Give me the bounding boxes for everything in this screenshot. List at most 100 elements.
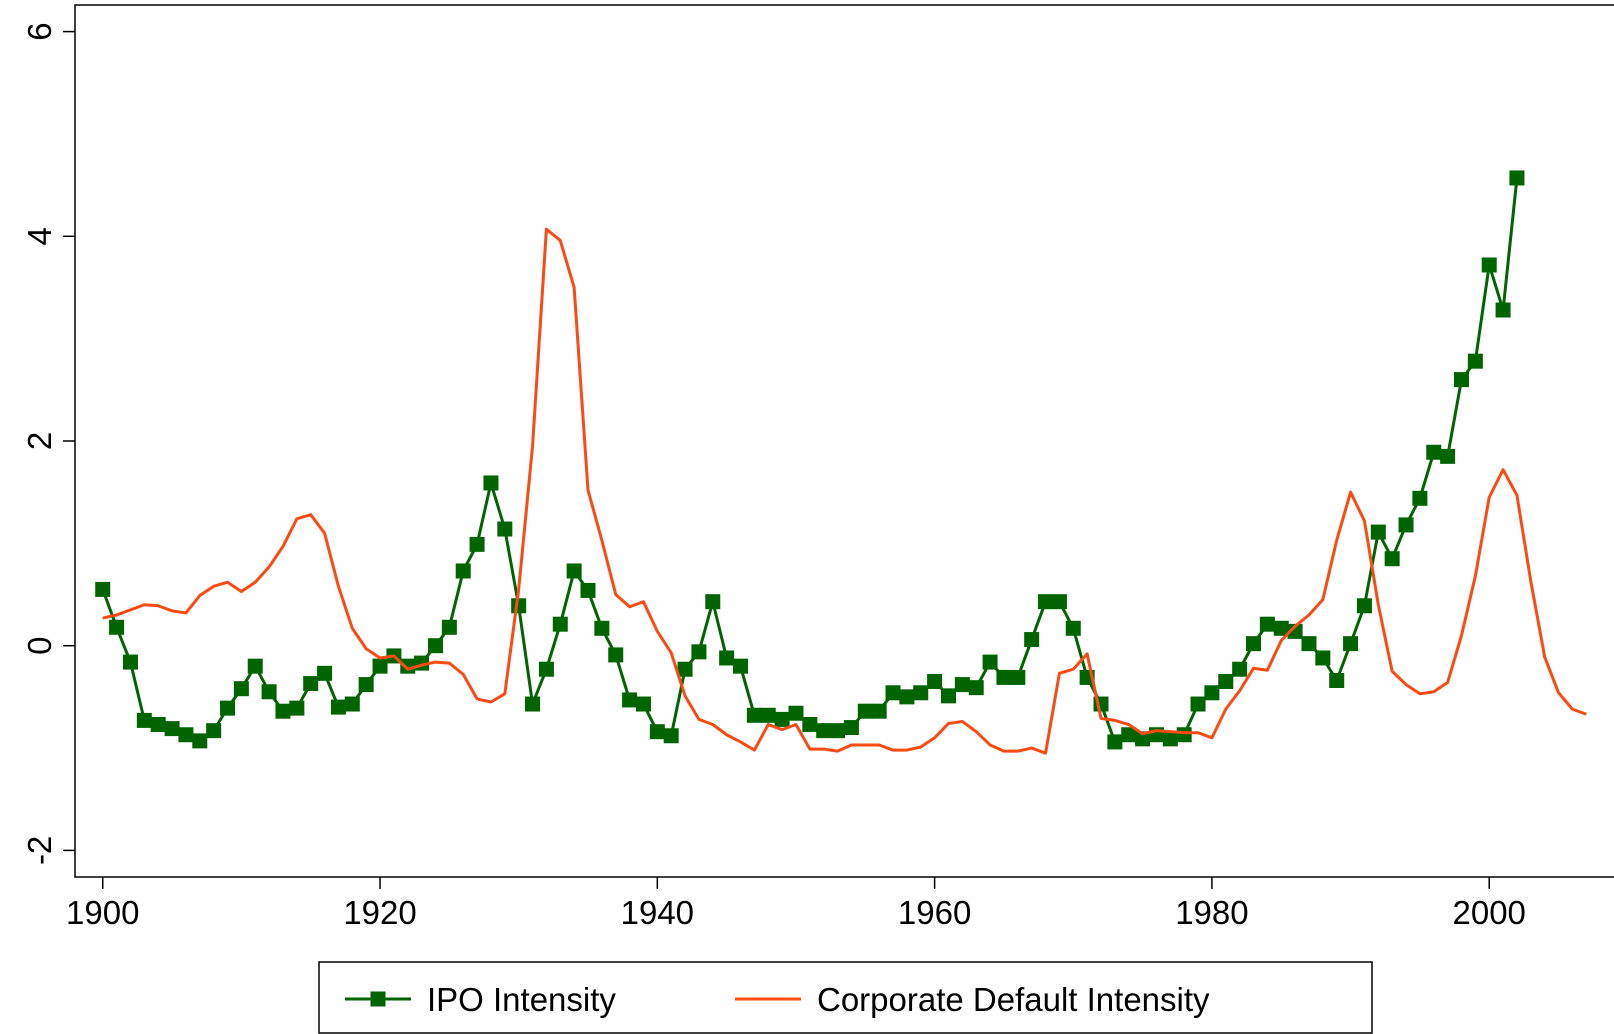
point-marker — [1370, 524, 1386, 540]
point-marker — [1135, 731, 1151, 747]
point-marker — [1495, 302, 1511, 318]
point-marker — [497, 521, 513, 537]
series-line — [101, 177, 1519, 744]
point-marker — [525, 696, 541, 712]
legend: IPO Intensity Corporate Default Intensity — [318, 961, 1373, 1034]
point-marker — [552, 616, 568, 632]
point-marker — [940, 688, 956, 704]
point-marker — [1315, 650, 1331, 666]
point-marker — [982, 654, 998, 670]
x-tick-label: 1920 — [343, 894, 416, 931]
x-tick-label: 1900 — [66, 894, 139, 931]
point-marker — [663, 728, 679, 744]
point-marker — [760, 707, 776, 723]
point-marker — [705, 594, 721, 610]
point-marker — [233, 681, 249, 697]
point-marker — [927, 674, 943, 690]
point-marker — [164, 721, 180, 737]
point-marker — [1509, 170, 1525, 186]
point-marker — [1273, 620, 1289, 636]
point-marker — [1218, 674, 1234, 690]
point-marker — [1398, 517, 1414, 533]
point-marker — [788, 705, 804, 721]
point-marker — [1440, 448, 1456, 464]
point-marker — [580, 582, 596, 598]
point-marker — [400, 658, 416, 674]
point-marker — [427, 638, 443, 654]
point-marker — [913, 685, 929, 701]
point-marker — [733, 658, 749, 674]
point-marker — [1190, 696, 1206, 712]
point-marker — [802, 717, 818, 733]
point-marker — [358, 677, 374, 693]
point-marker — [1426, 444, 1442, 460]
point-marker — [1051, 594, 1067, 610]
point-marker — [622, 692, 638, 708]
point-marker — [830, 723, 846, 739]
point-marker — [483, 475, 499, 491]
point-marker — [317, 665, 333, 681]
point-marker — [261, 684, 277, 700]
point-marker — [275, 703, 291, 719]
point-marker — [1356, 598, 1372, 614]
legend-label: Corporate Default Intensity — [817, 981, 1210, 1018]
x-tick-label: 1980 — [1175, 894, 1248, 931]
x-tick-label: 1940 — [621, 894, 694, 931]
point-marker — [816, 723, 832, 739]
point-marker — [608, 647, 624, 663]
point-marker — [455, 563, 471, 579]
point-marker — [1481, 257, 1497, 273]
point-marker — [899, 689, 915, 705]
point-marker — [344, 696, 360, 712]
point-marker — [136, 712, 152, 728]
point-marker — [303, 676, 319, 692]
point-marker — [1232, 661, 1248, 677]
point-marker — [247, 658, 263, 674]
x-tick-label: 2000 — [1453, 894, 1526, 931]
point-marker — [1412, 490, 1428, 506]
point-marker — [122, 654, 138, 670]
legend-box — [318, 961, 1373, 1034]
point-marker — [746, 707, 762, 723]
point-marker — [1107, 734, 1123, 750]
point-marker — [566, 563, 582, 579]
point-marker — [372, 658, 388, 674]
point-marker — [178, 727, 194, 743]
point-marker — [1343, 636, 1359, 652]
point-marker — [150, 717, 166, 733]
point-marker — [594, 620, 610, 636]
point-marker — [441, 619, 457, 635]
point-marker — [1467, 353, 1483, 369]
point-marker — [109, 619, 125, 635]
point-marker — [1301, 636, 1317, 652]
point-marker — [469, 536, 485, 552]
y-tick-label: 0 — [21, 637, 58, 655]
y-tick-label: 6 — [21, 22, 58, 40]
point-marker — [95, 581, 111, 597]
point-marker — [1065, 620, 1081, 636]
series-line — [102, 227, 1587, 755]
point-marker — [1038, 594, 1054, 610]
point-marker — [1287, 623, 1303, 639]
point-marker — [719, 650, 735, 666]
point-marker — [774, 711, 790, 727]
point-marker — [968, 680, 984, 696]
point-marker — [1259, 616, 1275, 632]
plot-frame — [74, 4, 1614, 878]
point-marker — [1204, 685, 1220, 701]
legend-marker — [370, 991, 386, 1007]
point-marker — [871, 703, 887, 719]
point-marker — [1024, 632, 1040, 648]
point-marker — [206, 723, 222, 739]
point-marker — [635, 696, 651, 712]
point-marker — [1010, 669, 1026, 685]
y-tick-label: 4 — [21, 227, 58, 245]
point-marker — [885, 685, 901, 701]
point-marker — [1329, 672, 1345, 688]
point-marker — [996, 669, 1012, 685]
point-marker — [289, 700, 305, 716]
point-marker — [330, 699, 346, 715]
point-marker — [1453, 372, 1469, 388]
